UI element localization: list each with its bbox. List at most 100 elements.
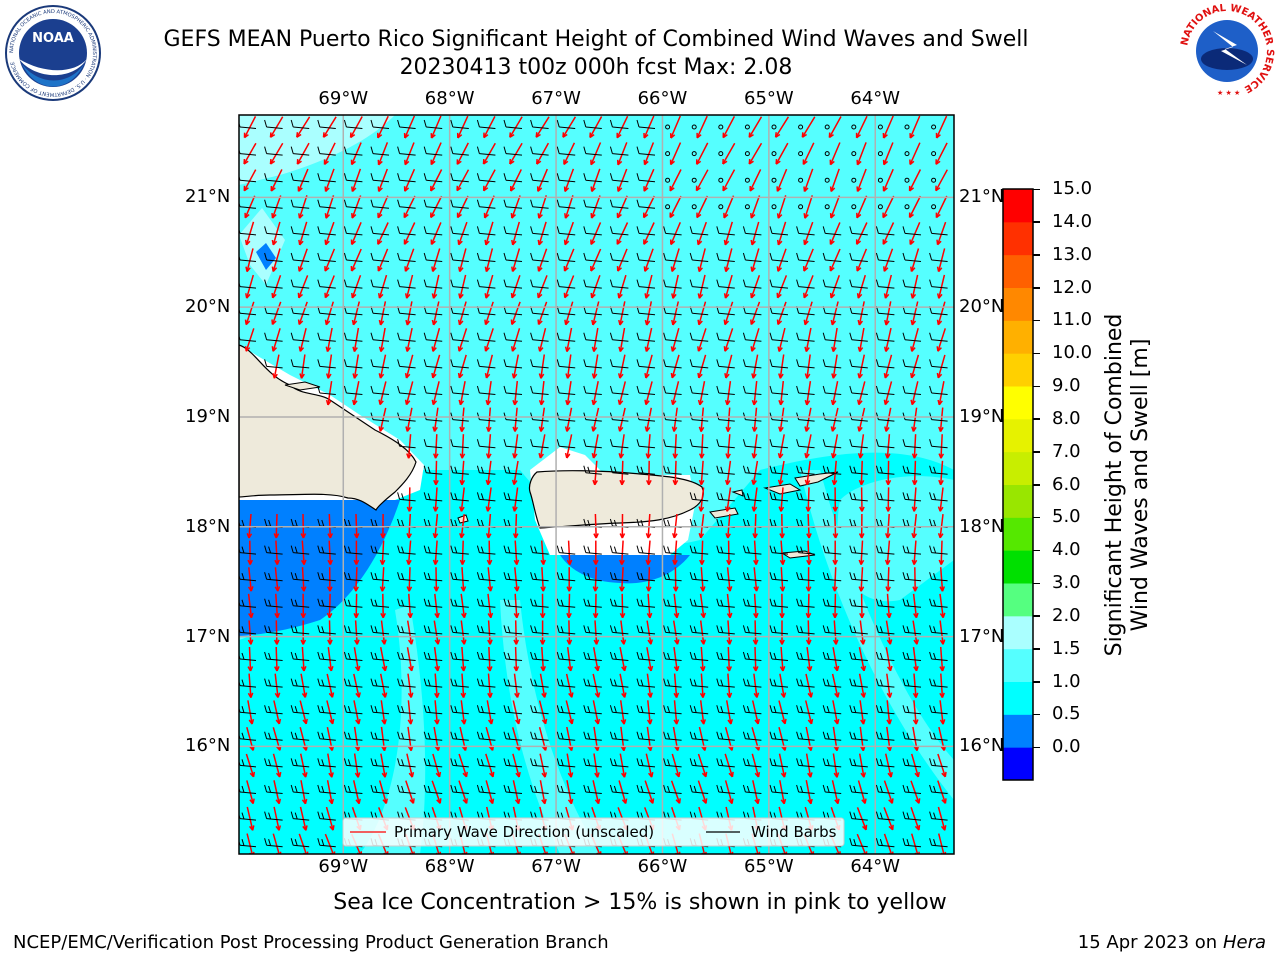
wind-barb-flag	[609, 226, 613, 234]
wave-direction-arrow	[590, 195, 601, 219]
wind-barb-flag	[317, 545, 321, 553]
grid-vector	[239, 727, 257, 751]
wind-barb-flag	[640, 785, 644, 793]
wind-barb-staff	[745, 738, 762, 741]
wave-direction-arrow	[406, 620, 413, 645]
wind-barb-flag	[879, 493, 883, 500]
wind-barb-flag	[530, 332, 534, 340]
arrow-head	[272, 267, 278, 273]
wave-direction-arrow	[592, 301, 600, 326]
wind-barb-staff	[532, 605, 549, 608]
wind-barb-staff	[878, 764, 895, 768]
grid-vector	[609, 381, 629, 406]
wind-barb-flag	[556, 332, 560, 340]
grid-vector	[849, 434, 868, 459]
arrow-head	[591, 214, 596, 219]
grid-vector	[503, 780, 523, 805]
grid-vector	[423, 567, 443, 592]
arrow-head	[807, 612, 812, 619]
wind-barb-staff	[293, 286, 310, 289]
wind-barb-staff	[319, 711, 336, 715]
wind-barb-flag	[370, 784, 374, 793]
wave-direction-arrow	[617, 248, 628, 272]
arrow-head	[670, 240, 676, 246]
wind-barb-flag	[822, 545, 826, 553]
grid-vector	[609, 274, 629, 299]
wind-barb-flag	[663, 625, 667, 633]
wave-direction-arrow	[700, 434, 704, 459]
lon-label-top: 64°W	[850, 88, 901, 109]
arrow-head	[329, 559, 333, 565]
wind-barb-flag	[347, 732, 351, 740]
grid-vector	[503, 328, 523, 352]
wind-barb-flag	[906, 546, 910, 554]
wave-direction-arrow	[910, 354, 920, 379]
grid-vector	[530, 381, 549, 406]
wind-barb-flag	[317, 518, 321, 527]
wind-barb-flag	[902, 784, 906, 793]
wave-direction-arrow	[381, 540, 385, 565]
wind-barb-staff	[346, 232, 363, 236]
wind-barb-flag	[693, 626, 697, 633]
arrow-head	[378, 293, 384, 299]
arrow-head	[702, 639, 707, 645]
grid-vector	[771, 168, 788, 192]
wave-direction-arrow	[482, 142, 496, 165]
wind-barb-flag	[503, 359, 507, 367]
wave-direction-arrow	[275, 646, 278, 672]
grid-vector	[317, 567, 336, 592]
wind-barb-flag	[294, 626, 298, 633]
grid-vector	[556, 248, 576, 272]
grid-vector	[849, 274, 868, 299]
arrow-head	[252, 851, 255, 854]
wind-barb-staff	[745, 365, 762, 369]
wind-barb-staff	[452, 631, 469, 635]
wind-barb-flag	[317, 279, 321, 287]
wind-barb-staff	[532, 658, 549, 661]
arrow-head	[669, 187, 675, 192]
wind-barb-flag	[609, 279, 613, 287]
wind-barb-staff	[559, 605, 576, 608]
wind-barb-flag	[347, 652, 351, 660]
wind-barb-staff	[479, 179, 496, 183]
grid-vector	[769, 434, 789, 459]
wind-barb-flag	[264, 518, 268, 527]
wind-barb-flag	[503, 279, 507, 287]
wind-barb-flag	[663, 678, 667, 686]
wave-direction-arrow	[435, 460, 438, 485]
arrow-head	[678, 798, 681, 804]
arrow-head	[937, 240, 942, 246]
grid-vector	[636, 460, 656, 486]
wind-barb-flag	[530, 439, 534, 447]
wave-direction-arrow	[248, 673, 252, 698]
wind-barb-flag	[401, 706, 405, 713]
wind-barb-flag	[663, 545, 667, 553]
wave-direction-arrow	[750, 195, 761, 219]
land-culebra	[731, 489, 744, 497]
calm-wind-marker	[931, 151, 937, 157]
arrow-head	[643, 213, 649, 219]
grid-vector	[663, 460, 682, 486]
grid-vector	[875, 647, 895, 672]
wind-barb-flag	[534, 759, 538, 766]
wind-barb-staff	[692, 738, 709, 741]
grid-vector	[796, 407, 815, 432]
arrow-head	[406, 426, 411, 432]
arrow-head	[831, 320, 837, 326]
wind-barb-flag	[933, 573, 937, 580]
arrow-head	[616, 134, 622, 139]
grid-vector	[929, 328, 948, 352]
wind-barb-flag	[507, 599, 511, 607]
wind-barb-flag	[450, 252, 454, 261]
wind-barb-staff	[372, 153, 390, 156]
wind-barb-staff	[825, 312, 842, 316]
arrow-head	[590, 267, 596, 272]
grid-vector	[849, 673, 868, 698]
arrow-head	[351, 240, 356, 246]
wind-barb-flag	[370, 758, 374, 766]
wind-barb-flag	[321, 546, 325, 554]
calm-wind-marker	[718, 151, 724, 157]
arrow-head	[461, 426, 465, 432]
wind-barb-staff	[851, 498, 868, 502]
wave-direction-arrow	[939, 514, 944, 538]
